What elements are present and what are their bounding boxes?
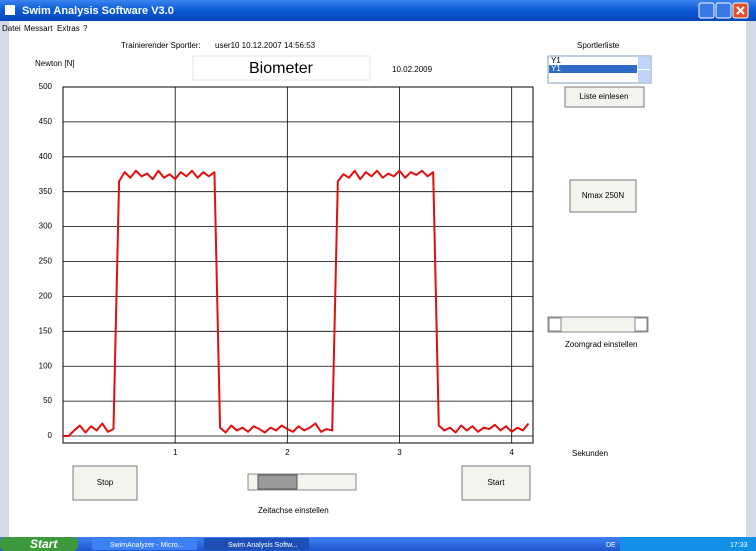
app-icon bbox=[5, 5, 15, 15]
y-axis-label: Newton [N] bbox=[35, 59, 75, 68]
load-list-button[interactable]: Liste einlesen bbox=[564, 86, 645, 108]
y-tick-label: 350 bbox=[39, 187, 53, 196]
start-label: Start bbox=[30, 537, 58, 551]
language: DE bbox=[606, 542, 616, 549]
maximize-button[interactable] bbox=[715, 2, 732, 19]
button-label: Liste einlesen bbox=[580, 92, 629, 101]
y-tick-label: 100 bbox=[39, 361, 53, 370]
y-tick-label: 400 bbox=[39, 152, 53, 161]
y-tick-label: 0 bbox=[48, 431, 53, 440]
menu-item[interactable]: Extras bbox=[57, 24, 80, 33]
button-label: Nmax 250N bbox=[582, 191, 624, 200]
start-button-os[interactable] bbox=[0, 537, 78, 551]
button-label: Stop bbox=[97, 478, 114, 487]
tray bbox=[620, 537, 756, 551]
title-bar bbox=[0, 0, 756, 21]
x-tick-label: 1 bbox=[173, 448, 178, 457]
button-label: Start bbox=[488, 478, 506, 487]
athlete-info: user10 10.12.2007 14:56:53 bbox=[215, 41, 316, 50]
list-selection bbox=[549, 65, 637, 73]
task-item[interactable] bbox=[92, 538, 197, 550]
task-label: SwimAnalyzer - Micro... bbox=[110, 542, 184, 549]
stop-button[interactable]: Stop bbox=[72, 465, 138, 501]
start-button[interactable]: Start bbox=[461, 465, 531, 501]
date: 10.02.2009 bbox=[392, 65, 433, 74]
scroll-left[interactable] bbox=[548, 317, 562, 332]
close-icon bbox=[736, 6, 745, 15]
scroll-right[interactable] bbox=[634, 317, 648, 332]
x-tick-label: 4 bbox=[509, 448, 514, 457]
y-tick-label: 150 bbox=[39, 326, 53, 335]
minimize-button[interactable] bbox=[698, 2, 715, 19]
data-line bbox=[63, 169, 530, 438]
chart-title-box bbox=[192, 55, 371, 81]
y-tick-label: 450 bbox=[39, 117, 53, 126]
y-tick-label: 50 bbox=[43, 396, 52, 405]
plot-area bbox=[62, 86, 534, 444]
list-item[interactable]: Y1 bbox=[551, 64, 561, 73]
clock: 17:33 bbox=[730, 542, 748, 549]
athlete-label: Trainierender Sportler: bbox=[121, 41, 201, 50]
list-scroll-up[interactable] bbox=[638, 57, 650, 69]
time-axis-label: Zeitachse einstellen bbox=[258, 506, 329, 515]
chart-title: Biometer bbox=[249, 60, 314, 77]
list-item[interactable]: Y1 bbox=[551, 56, 561, 65]
x-axis-label: Sekunden bbox=[572, 449, 608, 458]
y-tick-label: 500 bbox=[39, 82, 53, 91]
y-tick-label: 300 bbox=[39, 222, 53, 231]
y-tick-label: 200 bbox=[39, 292, 53, 301]
list-title: Sportlerliste bbox=[577, 41, 620, 50]
window-title: Swim Analysis Software V3.0 bbox=[22, 5, 174, 17]
list-scroll-down[interactable] bbox=[638, 70, 650, 82]
task-label: Swim Analysis Softw... bbox=[228, 542, 298, 549]
task-item[interactable] bbox=[204, 538, 309, 550]
menu-item[interactable]: Datei bbox=[2, 24, 21, 33]
y-tick-label: 250 bbox=[39, 257, 53, 266]
scroll-thumb[interactable] bbox=[257, 474, 298, 490]
menu-item[interactable]: Messart bbox=[24, 24, 53, 33]
x-tick-label: 2 bbox=[285, 448, 290, 457]
zoom-scrollbar[interactable] bbox=[547, 316, 649, 333]
nmax-button[interactable]: Nmax 250N bbox=[569, 179, 637, 213]
zoom-label: Zoomgrad einstellen bbox=[565, 340, 637, 349]
menu-item[interactable]: ? bbox=[83, 24, 88, 33]
x-tick-label: 3 bbox=[397, 448, 402, 457]
